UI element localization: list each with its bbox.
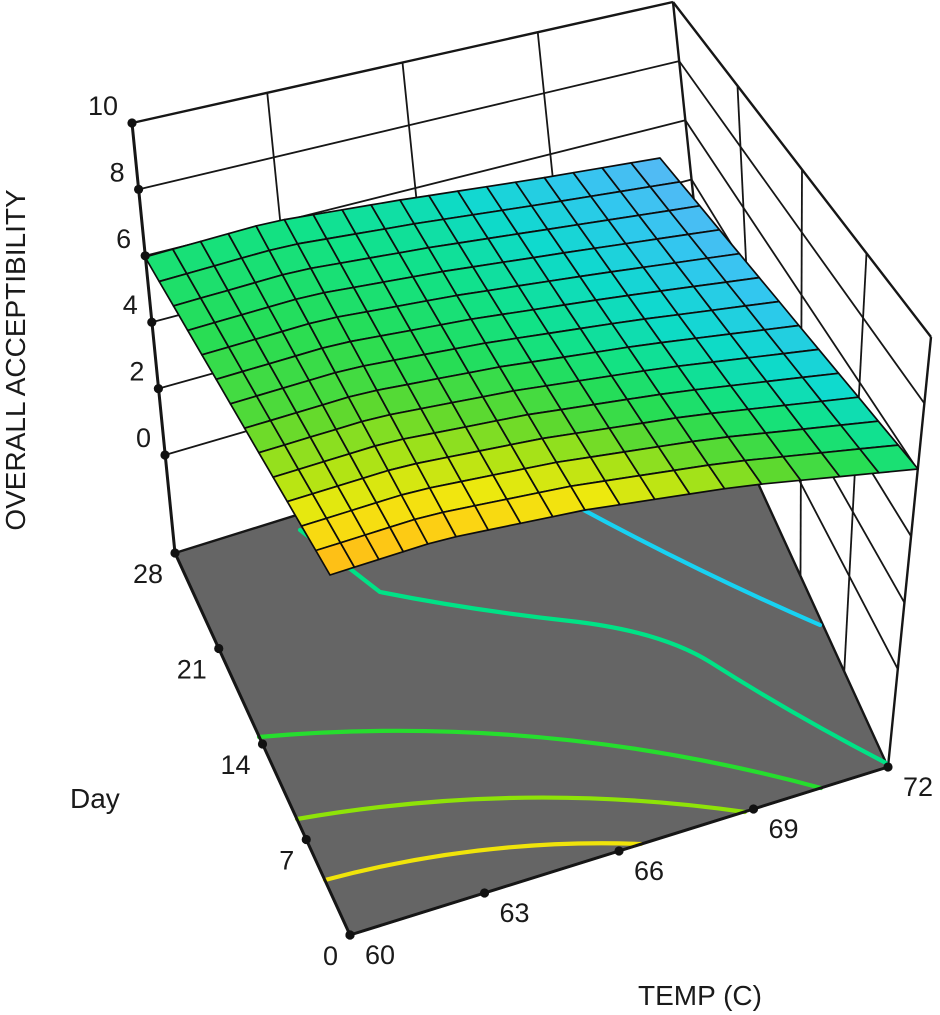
tick-label: 4 <box>123 290 138 320</box>
tick-dot <box>301 834 311 845</box>
z-axis-title: OVERALL ACCEPTIBILITY <box>0 189 31 531</box>
axes: 0 2 4 6 8 10 0 7 14 21 28 60 63 66 69 72 <box>88 91 933 971</box>
z-axis-line <box>130 122 177 554</box>
tick-dot <box>153 384 163 394</box>
tick-dot <box>134 184 144 194</box>
tick-label: 14 <box>220 750 250 780</box>
tick-label: 72 <box>903 772 933 802</box>
surface-mesh <box>144 157 919 576</box>
tick-label: 8 <box>110 157 125 187</box>
contour-line-level-5 <box>294 795 748 822</box>
left-wall-gridline <box>138 60 680 191</box>
tick-label: 28 <box>133 559 163 589</box>
contour-line-level-6.5 <box>577 505 823 628</box>
right-wall-gridline <box>678 60 926 404</box>
tick-dot <box>479 888 490 898</box>
tick-dot <box>147 317 157 327</box>
tick-dot <box>257 739 268 749</box>
tick-label: 2 <box>129 357 144 387</box>
y-axis-title: Day <box>70 783 120 814</box>
contour-line-level-4.5 <box>322 841 644 883</box>
tick-label: 66 <box>634 856 664 886</box>
tick-label: 0 <box>323 941 338 971</box>
tick-label: 69 <box>768 814 798 844</box>
tick-label: 63 <box>499 898 529 928</box>
right-wall-gridline <box>684 119 919 471</box>
tick-dot <box>214 643 224 654</box>
tick-dot <box>140 251 150 261</box>
box-top-right-rim <box>672 1 932 338</box>
x-axis-title: TEMP (C) <box>638 980 762 1011</box>
contour-line-level-5.5 <box>256 728 824 791</box>
box-right-vertical-edge <box>886 336 933 768</box>
tick-label: 10 <box>88 91 118 121</box>
box-top-left-rim <box>131 0 674 125</box>
tick-label: 21 <box>177 655 207 685</box>
tick-label: 6 <box>116 224 131 254</box>
tick-dot <box>614 846 624 856</box>
tick-label: 60 <box>365 940 395 970</box>
tick-dot <box>883 762 893 772</box>
tick-dot <box>127 118 137 128</box>
floor-contours <box>256 505 889 883</box>
tick-dot <box>160 450 170 460</box>
tick-label: 7 <box>279 846 294 876</box>
tick-label: 0 <box>136 423 151 453</box>
tick-dot <box>345 930 355 940</box>
surface-cell <box>858 444 919 474</box>
contour-line-level-6 <box>297 527 889 766</box>
tick-dot <box>748 804 759 814</box>
tick-dot <box>170 548 180 558</box>
